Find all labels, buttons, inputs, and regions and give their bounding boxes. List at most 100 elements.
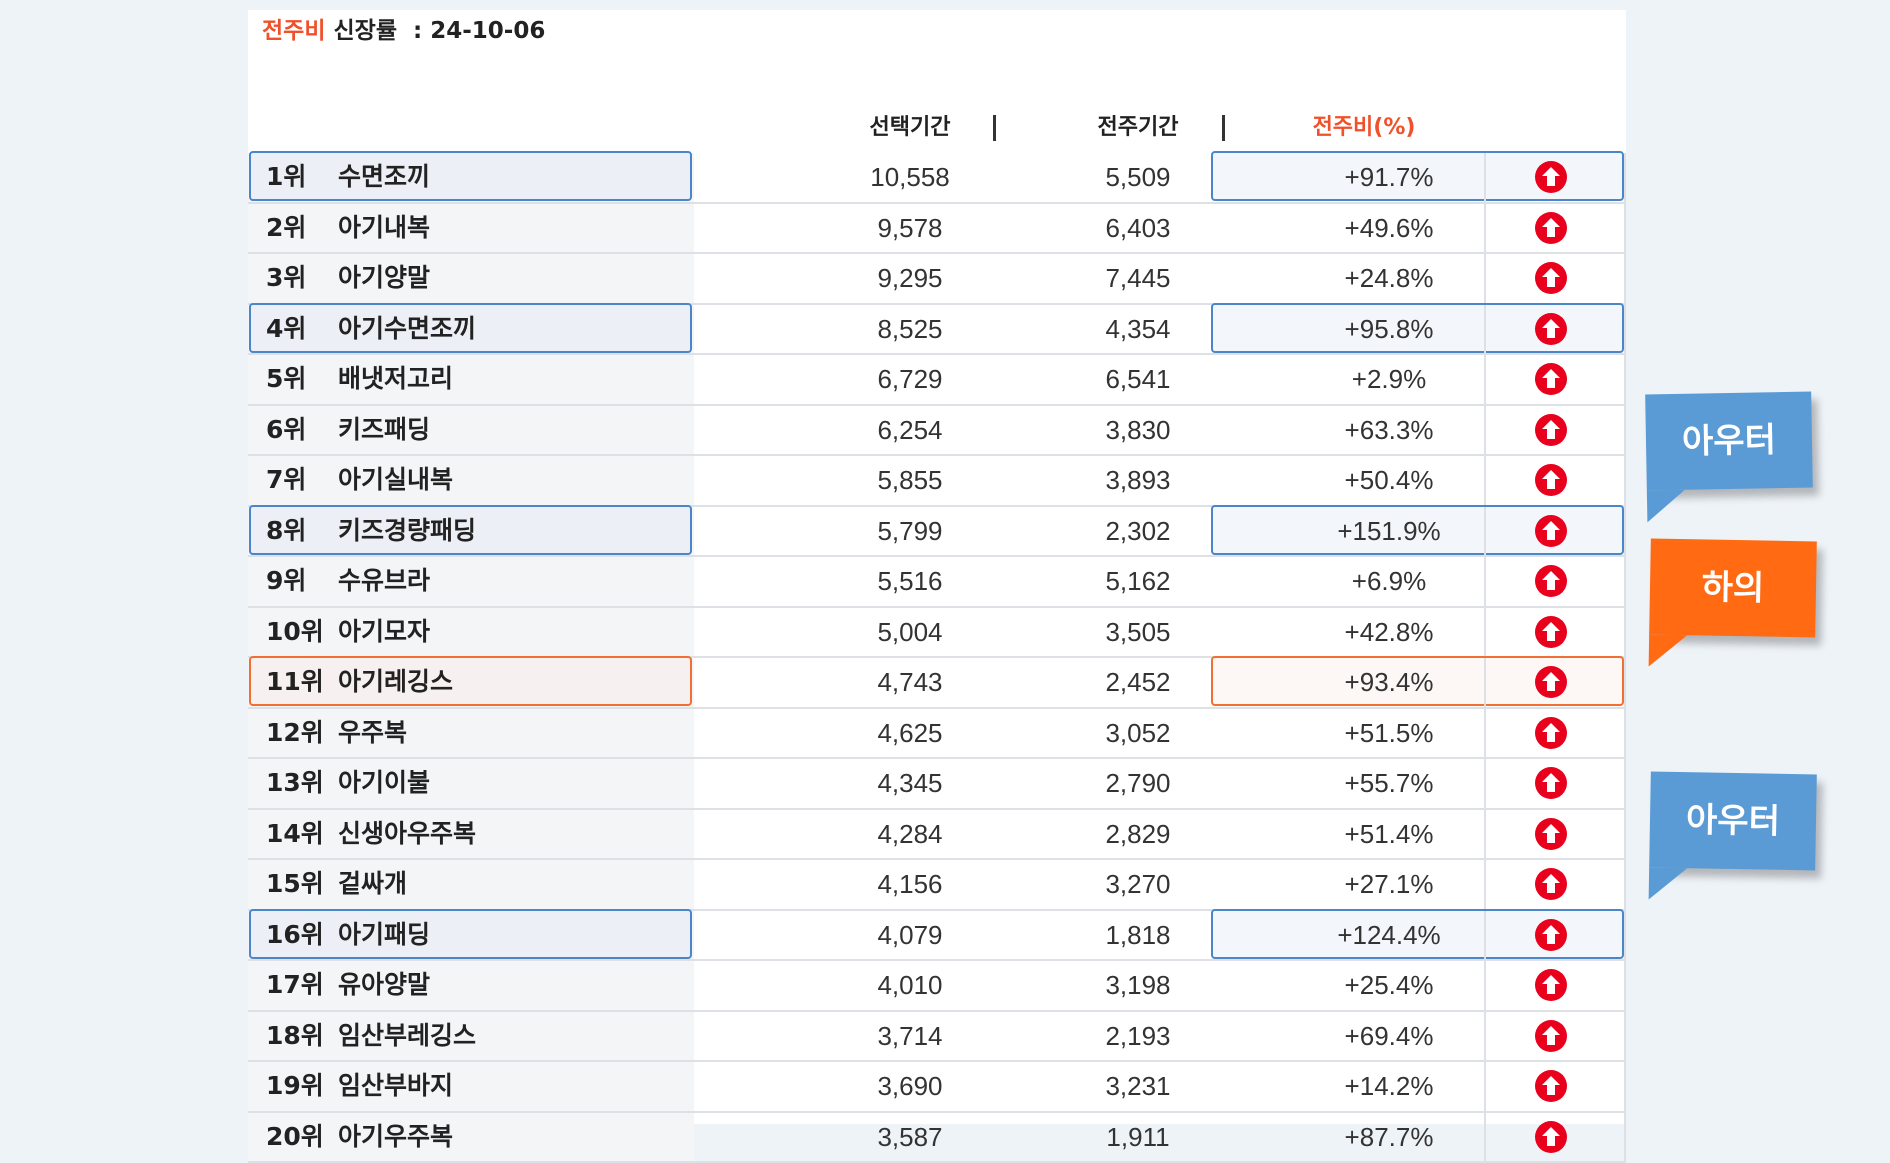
selected-period-value: 3,587: [810, 1113, 1010, 1161]
column-divider: [1624, 1113, 1626, 1162]
wow-change-value: +27.1%: [1264, 860, 1514, 908]
arrow-up-circle-icon: [1535, 1020, 1567, 1052]
previous-week-value: 5,162: [1038, 557, 1238, 605]
table-row: 15위 겉싸개 4,156 3,270 +27.1%: [248, 860, 1626, 911]
column-divider: [1484, 1012, 1486, 1061]
wow-change-value: +69.4%: [1264, 1012, 1514, 1060]
column-divider: [1624, 153, 1626, 202]
table-row: 8위 키즈경량패딩 5,799 2,302 +151.9%: [248, 507, 1626, 558]
callout-tail: [1649, 868, 1688, 901]
previous-week-value: 2,302: [1038, 507, 1238, 555]
arrow-up-circle-icon: [1535, 414, 1567, 446]
table-row: 17위 유아양말 4,010 3,198 +25.4%: [248, 961, 1626, 1012]
rank-label: 7위: [266, 456, 306, 504]
rank-label: 16위: [266, 911, 324, 959]
column-divider: [1484, 1113, 1486, 1162]
wow-change-value: +51.4%: [1264, 810, 1514, 858]
rank-label: 15위: [266, 860, 324, 908]
header-divider: [1222, 115, 1225, 141]
callout-tail: [1647, 490, 1686, 523]
ranking-panel: 전주비 신장률 : 24-10-06 선택기간 전주기간 전주비(%) 1위 수…: [248, 10, 1626, 1124]
column-divider: [1484, 456, 1486, 505]
column-divider: [1624, 406, 1626, 455]
row-head-background: [248, 406, 694, 455]
selected-period-value: 9,578: [810, 204, 1010, 252]
callout-label: 아우터: [1682, 420, 1777, 462]
row-head-background: [248, 204, 694, 253]
keyword-label: 아기이불: [338, 759, 430, 807]
row-head-background: [248, 254, 694, 303]
column-divider: [1624, 204, 1626, 253]
keyword-label: 수유브라: [338, 557, 430, 605]
arrow-up-circle-icon: [1535, 313, 1567, 345]
arrow-up-circle-icon: [1535, 212, 1567, 244]
column-divider: [1484, 355, 1486, 404]
arrow-up-circle-icon: [1535, 666, 1567, 698]
previous-week-value: 2,452: [1038, 658, 1238, 706]
column-divider: [1484, 709, 1486, 758]
rank-label: 8위: [266, 507, 306, 555]
rank-label: 12위: [266, 709, 324, 757]
category-callout-bottoms: 하의: [1649, 539, 1817, 638]
arrow-up-circle-icon: [1535, 969, 1567, 1001]
arrow-up-circle-icon: [1535, 161, 1567, 193]
selected-period-value: 4,625: [810, 709, 1010, 757]
rank-label: 10위: [266, 608, 324, 656]
column-divider: [1624, 759, 1626, 808]
rank-label: 4위: [266, 305, 306, 353]
column-divider: [1484, 759, 1486, 808]
previous-week-value: 3,052: [1038, 709, 1238, 757]
table-row: 2위 아기내복 9,578 6,403 +49.6%: [248, 204, 1626, 255]
category-callout-outer: 아우터: [1649, 772, 1817, 871]
page-title: 전주비 신장률 : 24-10-06: [262, 10, 545, 52]
previous-week-value: 4,354: [1038, 305, 1238, 353]
arrow-up-circle-icon: [1535, 464, 1567, 496]
column-divider: [1484, 305, 1486, 354]
selected-period-value: 5,799: [810, 507, 1010, 555]
rank-label: 20위: [266, 1113, 324, 1161]
rank-label: 18위: [266, 1012, 324, 1060]
table-row: 14위 신생아우주복 4,284 2,829 +51.4%: [248, 810, 1626, 861]
rank-label: 2위: [266, 204, 306, 252]
row-head-background: [248, 355, 694, 404]
table-row: 4위 아기수면조끼 8,525 4,354 +95.8%: [248, 305, 1626, 356]
wow-change-value: +42.8%: [1264, 608, 1514, 656]
wow-change-value: +93.4%: [1264, 658, 1514, 706]
keyword-label: 수면조끼: [338, 153, 430, 201]
rank-label: 6위: [266, 406, 306, 454]
column-divider: [1624, 507, 1626, 556]
title-accent: 전주비: [262, 18, 325, 44]
selected-period-value: 4,284: [810, 810, 1010, 858]
keyword-label: 아기패딩: [338, 911, 430, 959]
callout-label: 아우터: [1686, 800, 1781, 842]
column-divider: [1484, 254, 1486, 303]
category-callout-outer: 아우터: [1645, 392, 1813, 491]
column-divider: [1484, 204, 1486, 253]
column-divider: [1624, 305, 1626, 354]
previous-week-value: 7,445: [1038, 254, 1238, 302]
table-row: 13위 아기이불 4,345 2,790 +55.7%: [248, 759, 1626, 810]
selected-period-value: 3,714: [810, 1012, 1010, 1060]
keyword-label: 키즈패딩: [338, 406, 430, 454]
table-row: 9위 수유브라 5,516 5,162 +6.9%: [248, 557, 1626, 608]
keyword-label: 유아양말: [338, 961, 430, 1009]
column-divider: [1624, 355, 1626, 404]
rank-label: 14위: [266, 810, 324, 858]
arrow-up-circle-icon: [1535, 262, 1567, 294]
keyword-label: 아기우주복: [338, 1113, 453, 1161]
previous-week-value: 3,198: [1038, 961, 1238, 1009]
keyword-label: 임산부레깅스: [338, 1012, 476, 1060]
selected-period-value: 5,516: [810, 557, 1010, 605]
column-divider: [1624, 557, 1626, 606]
column-divider: [1624, 911, 1626, 960]
arrow-up-circle-icon: [1535, 565, 1567, 597]
keyword-label: 신생아우주복: [338, 810, 476, 858]
previous-week-value: 3,505: [1038, 608, 1238, 656]
rank-label: 19위: [266, 1062, 324, 1110]
title-rest: 신장률: [334, 18, 397, 44]
column-divider: [1484, 1062, 1486, 1111]
table-row: 10위 아기모자 5,004 3,505 +42.8%: [248, 608, 1626, 659]
arrow-up-circle-icon: [1535, 1070, 1567, 1102]
column-divider: [1484, 658, 1486, 707]
table-header: 선택기간 전주기간 전주비(%): [248, 105, 1626, 151]
